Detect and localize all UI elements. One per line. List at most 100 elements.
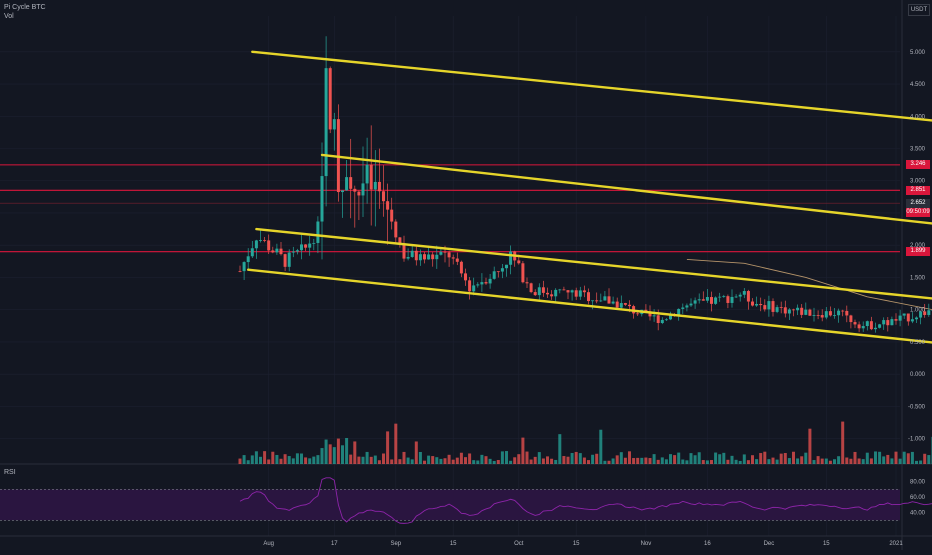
volume-bar — [878, 451, 882, 464]
time-tick-label: 2021 — [889, 541, 903, 547]
candle-body — [812, 315, 816, 316]
volume-bar — [673, 455, 677, 464]
volume-bar — [615, 455, 619, 464]
volume-bar — [394, 423, 398, 464]
volume-bar — [591, 454, 595, 464]
volume-bar — [336, 438, 340, 464]
volume-bar — [242, 455, 246, 464]
volume-bar — [349, 454, 353, 464]
volume-bar — [919, 460, 923, 464]
volume-bar — [796, 458, 800, 464]
volume-bar — [730, 455, 734, 464]
candle-body — [312, 242, 316, 244]
candle-body — [710, 297, 713, 304]
volume-bar — [267, 459, 271, 464]
candle-body — [730, 296, 734, 303]
volume-bar — [472, 460, 476, 464]
candle-body — [824, 311, 828, 318]
volume-bar — [418, 451, 422, 464]
volume-bar — [738, 460, 742, 464]
volume-bar — [582, 457, 586, 464]
channel-trendline — [255, 227, 932, 300]
volume-bar — [800, 456, 804, 464]
volume-bar — [414, 441, 418, 464]
candle-body — [254, 240, 258, 249]
candle-body — [619, 303, 623, 308]
candle-body — [919, 311, 923, 318]
candle-body — [910, 319, 914, 322]
volume-bar — [406, 457, 410, 464]
candle-body — [275, 248, 279, 253]
currency-badge[interactable]: USDT — [908, 4, 930, 16]
volume-bar — [537, 452, 541, 464]
candle-body — [447, 252, 451, 258]
volume-bar — [636, 457, 640, 464]
candle-body — [628, 304, 631, 307]
price-box-text: 3.246 — [910, 161, 926, 168]
volume-bar — [353, 441, 357, 464]
price-box-text: 1.899 — [910, 248, 926, 255]
volume-bar — [849, 458, 853, 464]
volume-bar — [533, 456, 537, 464]
candle-body — [660, 319, 664, 324]
candle-body — [390, 209, 394, 222]
volume-bar — [857, 458, 861, 464]
candle-body — [365, 164, 369, 184]
symbol-legend: Pi Cycle BTC — [4, 4, 46, 11]
candle-body — [373, 181, 377, 190]
candle-body — [886, 320, 890, 326]
candle-body — [476, 284, 480, 286]
channel-trendline — [246, 268, 932, 344]
candle-body — [435, 254, 439, 260]
candle-body — [423, 254, 426, 260]
volume-bar — [779, 453, 783, 464]
volume-bar — [435, 457, 439, 464]
price-tick-label: 0.000 — [910, 372, 926, 378]
volume-bar — [751, 455, 754, 464]
time-tick-label: 17 — [331, 541, 338, 547]
candle-body — [521, 263, 525, 283]
candle-body — [570, 290, 574, 293]
price-tick-label: 0.500 — [910, 340, 926, 346]
candle-body — [923, 311, 927, 315]
volume-bar — [607, 460, 611, 464]
price-tick-label: -0.500 — [908, 404, 926, 410]
candle-body — [615, 301, 619, 308]
countdown-text: 09:50:09 — [906, 208, 930, 215]
candle-body — [316, 221, 320, 243]
volume-bar — [382, 453, 385, 464]
candle-body — [250, 248, 254, 257]
countdown-box: 09:50:09 — [906, 207, 930, 217]
volume-bar — [295, 453, 299, 464]
volume-bar — [361, 456, 365, 464]
price-tick-label: 4.500 — [910, 82, 926, 88]
volume-bar — [808, 428, 812, 464]
volume-bar — [603, 460, 607, 464]
volume-bar — [484, 456, 488, 464]
candle-body — [837, 310, 841, 316]
candle-body — [882, 320, 886, 325]
candle-body — [623, 303, 627, 305]
candle-body — [775, 307, 779, 312]
candle-body — [431, 254, 435, 260]
candle-body — [915, 317, 918, 320]
candle-body — [283, 254, 287, 267]
candle-body — [410, 250, 414, 257]
volume-bar — [783, 453, 787, 464]
price-tick-label: 1.500 — [910, 275, 926, 281]
volume-bar — [804, 452, 808, 464]
candle-body — [341, 190, 344, 193]
candle-body — [537, 287, 541, 296]
volume-bar — [874, 451, 877, 464]
candle-body — [242, 262, 246, 272]
candle-body — [787, 309, 791, 314]
volume-bar — [906, 453, 910, 464]
volume-bar — [275, 454, 279, 464]
volume-bar — [386, 431, 390, 464]
candle-body — [779, 307, 783, 308]
candle-body — [443, 251, 447, 253]
volume-bar — [845, 457, 849, 464]
volume-bar — [722, 452, 726, 464]
volume-bar — [570, 453, 574, 464]
